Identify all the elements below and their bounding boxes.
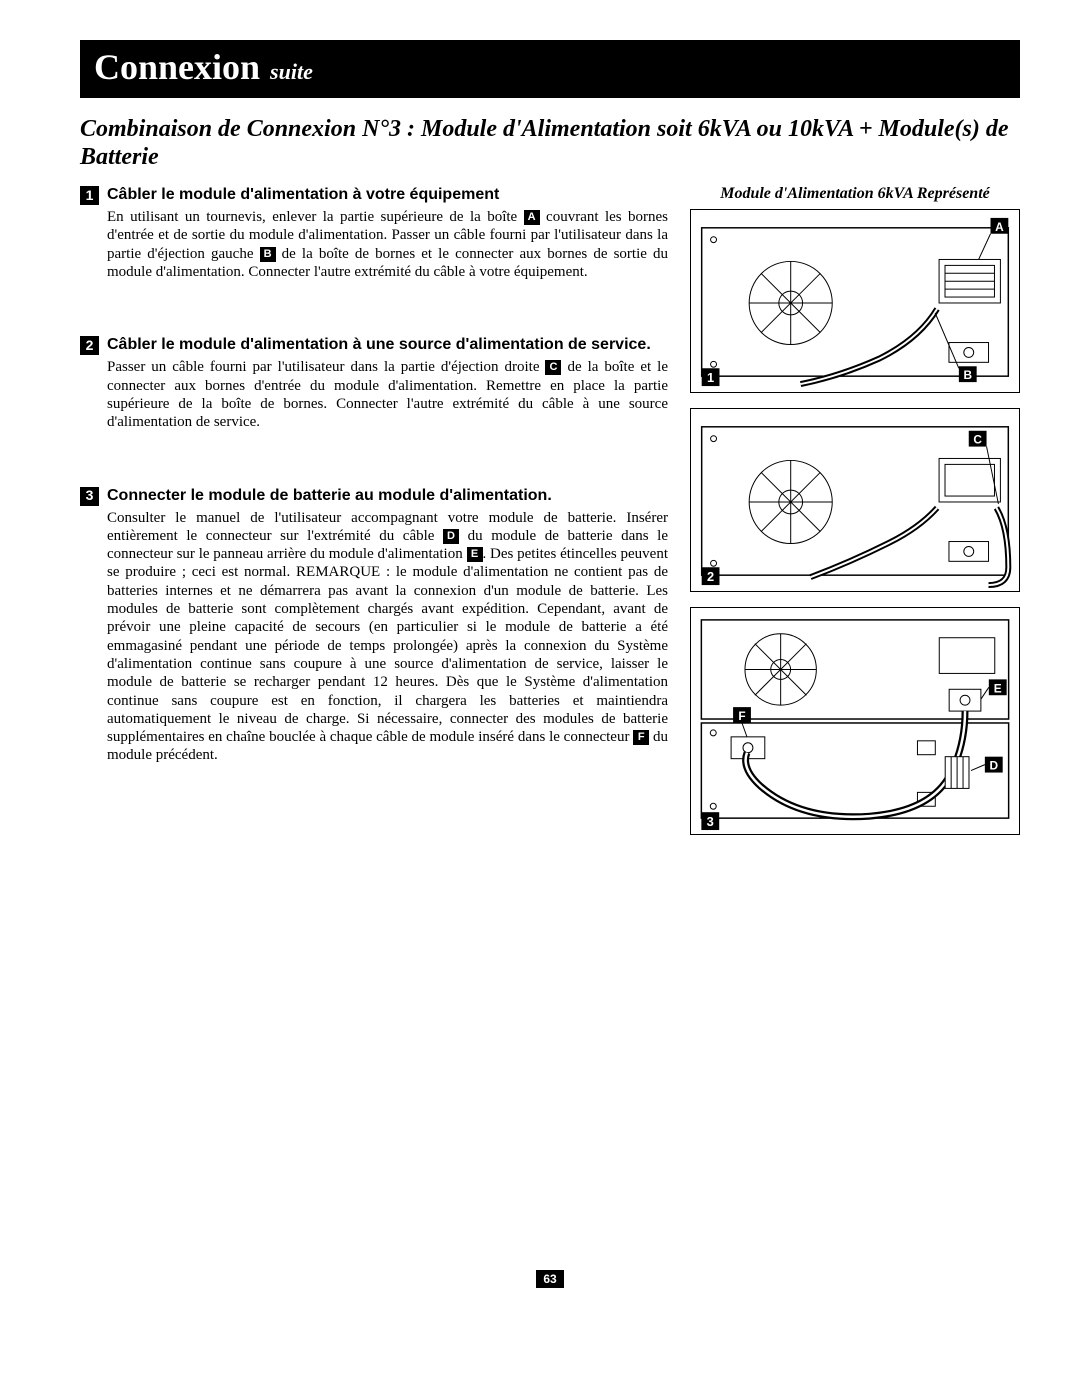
steps-column: 1 Câbler le module d'alimentation à votr… <box>80 185 668 819</box>
svg-text:1: 1 <box>707 370 714 385</box>
svg-text:E: E <box>994 681 1002 695</box>
section-title-suite: suite <box>270 59 313 84</box>
label-badge-a: A <box>524 210 540 225</box>
label-badge-f: F <box>633 730 649 745</box>
step-3-heading: 3 Connecter le module de batterie au mod… <box>80 486 668 506</box>
label-badge-d: D <box>443 529 459 544</box>
svg-text:3: 3 <box>707 814 714 829</box>
step-number-badge: 2 <box>80 336 99 355</box>
step-3-title-text: Connecter le module de batterie au modul… <box>107 486 552 506</box>
step-2-title-text: Câbler le module d'alimentation à une so… <box>107 335 651 355</box>
svg-text:F: F <box>738 709 745 723</box>
label-badge-c: C <box>545 360 561 375</box>
page-number: 63 <box>536 1270 564 1288</box>
step-1-body: En utilisant un tournevis, enlever la pa… <box>107 208 668 281</box>
svg-text:2: 2 <box>707 569 714 584</box>
svg-text:B: B <box>963 368 972 382</box>
diagram-caption: Module d'Alimentation 6kVA Représenté <box>690 185 1020 203</box>
diagram-1: A B 1 <box>690 209 1020 393</box>
step-3: 3 Connecter le module de batterie au mod… <box>80 486 668 765</box>
step-2-body: Passer un câble fourni par l'utilisateur… <box>107 358 668 431</box>
step-1-title-text: Câbler le module d'alimentation à votre … <box>107 185 499 205</box>
step-number-badge: 1 <box>80 186 99 205</box>
diagram-2: C 2 <box>690 408 1020 592</box>
label-badge-b: B <box>260 247 276 262</box>
svg-text:C: C <box>973 433 982 447</box>
step-1-heading: 1 Câbler le module d'alimentation à votr… <box>80 185 668 205</box>
diagrams-column: Module d'Alimentation 6kVA Représenté <box>690 185 1020 850</box>
step-3-body: Consulter le manuel de l'utilisateur acc… <box>107 509 668 765</box>
combo-title: Combinaison de Connexion N°3 : Module d'… <box>80 116 1020 171</box>
svg-text:D: D <box>989 759 998 773</box>
svg-text:A: A <box>995 220 1004 234</box>
diagram-3: E F D 3 <box>690 607 1020 835</box>
step-2-heading: 2 Câbler le module d'alimentation à une … <box>80 335 668 355</box>
step-2: 2 Câbler le module d'alimentation à une … <box>80 335 668 431</box>
label-badge-e: E <box>467 547 483 562</box>
step-1: 1 Câbler le module d'alimentation à votr… <box>80 185 668 281</box>
step-number-badge: 3 <box>80 487 99 506</box>
section-title: Connexion <box>94 47 260 87</box>
section-title-bar: Connexion suite <box>80 40 1020 98</box>
two-column-layout: 1 Câbler le module d'alimentation à votr… <box>80 185 1020 850</box>
